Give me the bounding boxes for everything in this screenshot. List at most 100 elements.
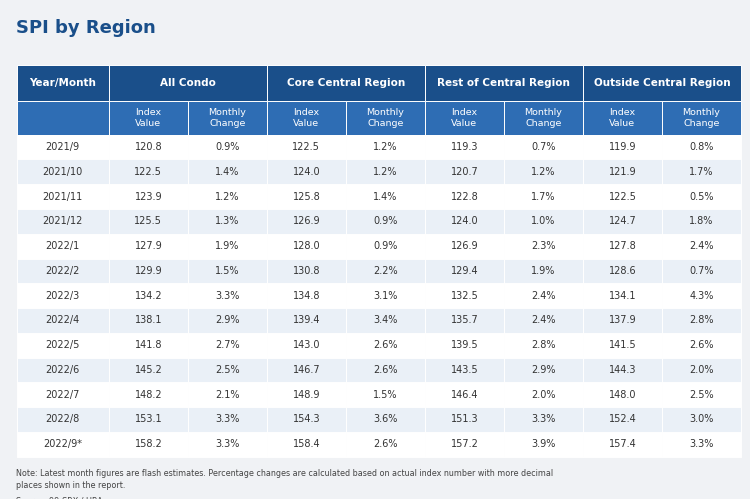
Text: 124.0: 124.0: [451, 217, 478, 227]
Text: 125.8: 125.8: [292, 192, 320, 202]
Text: 3.4%: 3.4%: [374, 315, 398, 325]
Text: 0.9%: 0.9%: [374, 217, 398, 227]
Text: 120.8: 120.8: [134, 142, 162, 152]
Text: Monthly
Change: Monthly Change: [367, 108, 404, 128]
Text: 129.4: 129.4: [451, 266, 478, 276]
Text: 122.8: 122.8: [451, 192, 478, 202]
Text: 128.0: 128.0: [292, 241, 320, 251]
Text: 2021/11: 2021/11: [43, 192, 82, 202]
Text: 127.8: 127.8: [608, 241, 636, 251]
Text: 3.6%: 3.6%: [374, 415, 398, 425]
Text: 154.3: 154.3: [292, 415, 320, 425]
Text: 3.3%: 3.3%: [215, 439, 239, 449]
Text: 139.4: 139.4: [292, 315, 320, 325]
Text: 2022/7: 2022/7: [46, 390, 80, 400]
Text: 0.9%: 0.9%: [374, 241, 398, 251]
Text: 2.4%: 2.4%: [689, 241, 714, 251]
Text: 146.4: 146.4: [451, 390, 478, 400]
Text: 143.0: 143.0: [292, 340, 320, 350]
Text: 1.9%: 1.9%: [215, 241, 239, 251]
Text: 2.9%: 2.9%: [215, 315, 239, 325]
Text: Index
Value: Index Value: [135, 108, 161, 128]
Text: 119.3: 119.3: [451, 142, 478, 152]
Text: 0.5%: 0.5%: [689, 192, 714, 202]
Text: 1.5%: 1.5%: [374, 390, 398, 400]
Text: 2022/6: 2022/6: [46, 365, 80, 375]
Text: 148.2: 148.2: [134, 390, 162, 400]
Text: 1.3%: 1.3%: [215, 217, 239, 227]
Text: 138.1: 138.1: [134, 315, 162, 325]
Text: 3.3%: 3.3%: [689, 439, 714, 449]
Text: 2022/3: 2022/3: [46, 290, 80, 301]
Text: 135.7: 135.7: [451, 315, 478, 325]
Text: 2.5%: 2.5%: [689, 390, 714, 400]
Text: 1.5%: 1.5%: [215, 266, 239, 276]
Text: 1.8%: 1.8%: [689, 217, 714, 227]
Text: All Condo: All Condo: [160, 78, 216, 88]
Text: 2022/8: 2022/8: [46, 415, 80, 425]
Text: 157.2: 157.2: [451, 439, 478, 449]
Text: Index
Value: Index Value: [610, 108, 635, 128]
Text: 152.4: 152.4: [608, 415, 636, 425]
Text: 2022/9*: 2022/9*: [44, 439, 82, 449]
Text: Monthly
Change: Monthly Change: [209, 108, 246, 128]
Text: Monthly
Change: Monthly Change: [682, 108, 721, 128]
Text: 128.6: 128.6: [609, 266, 636, 276]
Text: 125.5: 125.5: [134, 217, 162, 227]
Text: 2.3%: 2.3%: [531, 241, 556, 251]
Text: 148.0: 148.0: [609, 390, 636, 400]
Text: 1.2%: 1.2%: [374, 167, 398, 177]
Text: 2.7%: 2.7%: [215, 340, 240, 350]
Text: 158.2: 158.2: [134, 439, 162, 449]
Text: 130.8: 130.8: [292, 266, 320, 276]
Text: Outside Central Region: Outside Central Region: [594, 78, 730, 88]
Text: Index
Value: Index Value: [293, 108, 320, 128]
Text: 2021/10: 2021/10: [43, 167, 82, 177]
Text: 3.9%: 3.9%: [531, 439, 556, 449]
Text: 1.7%: 1.7%: [531, 192, 556, 202]
Text: 2021/9: 2021/9: [46, 142, 80, 152]
Text: 139.5: 139.5: [451, 340, 478, 350]
Text: 2022/1: 2022/1: [46, 241, 80, 251]
Text: Year/Month: Year/Month: [29, 78, 96, 88]
Text: 120.7: 120.7: [451, 167, 478, 177]
Text: SPI by Region: SPI by Region: [16, 19, 156, 37]
Text: 1.2%: 1.2%: [374, 142, 398, 152]
Text: 121.9: 121.9: [609, 167, 636, 177]
Text: 127.9: 127.9: [134, 241, 162, 251]
Text: 123.9: 123.9: [134, 192, 162, 202]
Text: 2.4%: 2.4%: [531, 290, 556, 301]
Text: Note: Latest month figures are flash estimates. Percentage changes are calculate: Note: Latest month figures are flash est…: [16, 469, 554, 490]
Text: 134.8: 134.8: [292, 290, 320, 301]
Text: 132.5: 132.5: [451, 290, 478, 301]
Text: 124.0: 124.0: [292, 167, 320, 177]
Text: 134.2: 134.2: [134, 290, 162, 301]
Text: 2.5%: 2.5%: [215, 365, 240, 375]
Text: 0.8%: 0.8%: [689, 142, 714, 152]
Text: 137.9: 137.9: [609, 315, 636, 325]
Text: 2.8%: 2.8%: [531, 340, 556, 350]
Text: 157.4: 157.4: [608, 439, 636, 449]
Text: 134.1: 134.1: [609, 290, 636, 301]
Text: 146.7: 146.7: [292, 365, 320, 375]
Text: 0.9%: 0.9%: [215, 142, 239, 152]
Text: 2022/4: 2022/4: [46, 315, 80, 325]
Text: 122.5: 122.5: [292, 142, 320, 152]
Text: 141.8: 141.8: [134, 340, 162, 350]
Text: Index
Value: Index Value: [452, 108, 478, 128]
Text: 1.9%: 1.9%: [531, 266, 556, 276]
Text: 2.6%: 2.6%: [374, 439, 398, 449]
Text: 2.0%: 2.0%: [689, 365, 714, 375]
Text: 1.0%: 1.0%: [531, 217, 556, 227]
Text: 3.3%: 3.3%: [215, 415, 239, 425]
Text: 3.1%: 3.1%: [374, 290, 398, 301]
Text: 124.7: 124.7: [608, 217, 636, 227]
Text: 148.9: 148.9: [292, 390, 320, 400]
Text: 2021/12: 2021/12: [43, 217, 82, 227]
Text: Rest of Central Region: Rest of Central Region: [437, 78, 570, 88]
Text: 1.7%: 1.7%: [689, 167, 714, 177]
Text: 126.9: 126.9: [292, 217, 320, 227]
Text: 2.2%: 2.2%: [373, 266, 398, 276]
Text: Source: 99-SRX / URA: Source: 99-SRX / URA: [16, 497, 103, 499]
Text: 2.9%: 2.9%: [531, 365, 556, 375]
